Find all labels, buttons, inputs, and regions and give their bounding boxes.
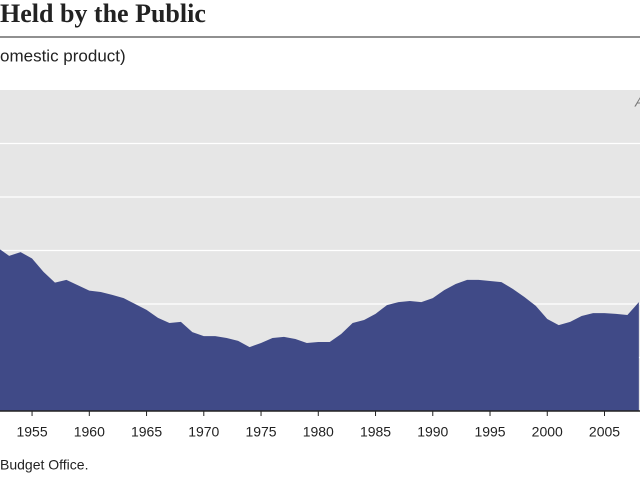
x-tick-label: 2000 <box>532 424 563 440</box>
area <box>0 249 639 411</box>
x-tick-label: 2005 <box>589 424 620 440</box>
x-tick-label: 1970 <box>188 424 219 440</box>
x-tick-label: 1985 <box>360 424 391 440</box>
x-tick-label: 1955 <box>16 424 47 440</box>
source-note: Budget Office. <box>0 457 88 473</box>
annotation: A <box>634 94 640 110</box>
x-tick-label: 1995 <box>474 424 505 440</box>
x-tick-label: 1965 <box>131 424 162 440</box>
x-tick-label: 1975 <box>245 424 276 440</box>
x-tick-label: 1960 <box>74 424 105 440</box>
x-tick-label: 1980 <box>303 424 334 440</box>
chart-title: Held by the Public <box>0 0 206 28</box>
x-tick-label: 1990 <box>417 424 448 440</box>
chart-subtitle: omestic product) <box>0 46 126 65</box>
